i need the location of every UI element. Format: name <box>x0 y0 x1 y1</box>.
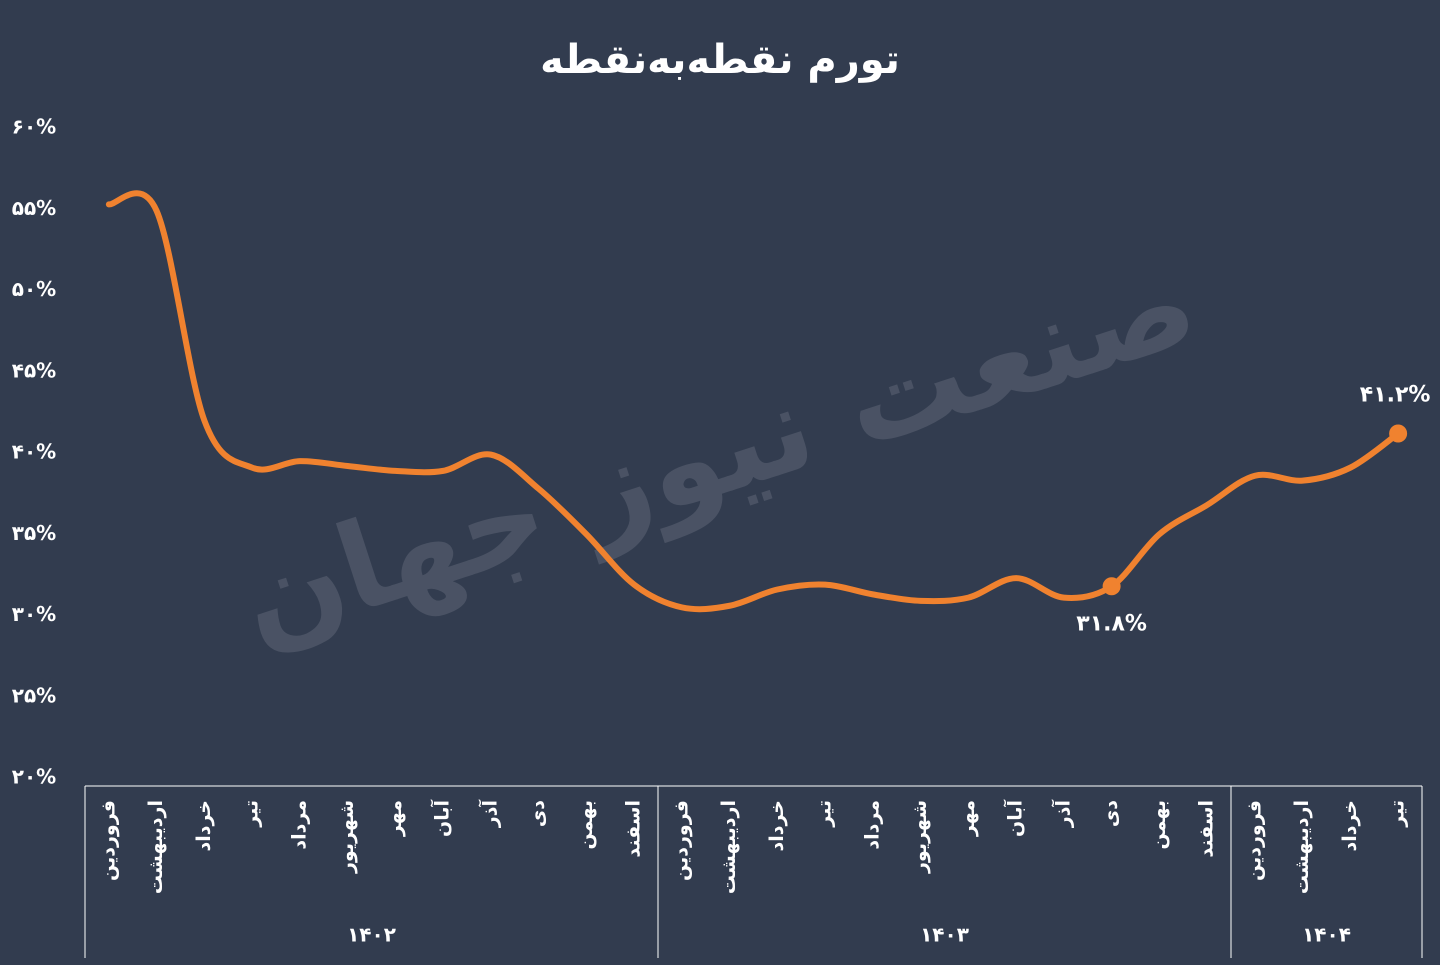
chart-title: تورم نقطه‌به‌نقطه <box>540 37 900 83</box>
line <box>105 190 1402 613</box>
x-tick-label: فروردین <box>1243 800 1265 881</box>
y-tick-label: ۲۵% <box>12 683 56 707</box>
x-tick-label: تیر <box>1387 800 1409 828</box>
y-tick-label: ۶۰% <box>12 115 56 139</box>
y-tick-label: ۴۵% <box>12 358 56 382</box>
x-tick-label: دی <box>527 800 549 827</box>
x-tick-label: خرداد <box>1339 800 1361 852</box>
x-tick-label: اردیبهشت <box>718 800 740 894</box>
x-tick-label: بهمن <box>575 800 597 850</box>
x-tick-label: آذر <box>1050 800 1074 829</box>
y-tick-label: ۳۵% <box>12 521 56 545</box>
point-marker <box>1389 424 1408 443</box>
x-tick-label: مرداد <box>861 800 883 850</box>
x-tick-label: مهر <box>957 800 979 837</box>
x-tick-label: تیر <box>814 800 836 828</box>
group-label: ۱۴۰۴ <box>1302 923 1351 947</box>
data-label: ۴۱.۲% <box>1360 383 1431 408</box>
y-tick-label: ۴۰% <box>12 440 56 464</box>
x-tick-label: تیر <box>241 800 263 828</box>
group-label: ۱۴۰۲ <box>347 923 396 947</box>
point-marker <box>1102 577 1121 596</box>
x-tick-label: اردیبهشت <box>145 800 167 894</box>
x-tick-label: فروردین <box>670 800 692 881</box>
x-tick-label: مهر <box>384 800 406 837</box>
x-tick-label: مرداد <box>288 800 310 850</box>
x-tick-label: بهمن <box>1148 800 1170 850</box>
y-tick-label: ۵۰% <box>12 277 56 301</box>
x-tick-label: خرداد <box>766 800 788 852</box>
x-tick-label: اردیبهشت <box>1291 800 1313 894</box>
data-label: ۳۱.۸% <box>1076 611 1147 636</box>
x-tick-label: آبان <box>430 800 454 837</box>
x-tick-label: شهریور <box>336 800 358 874</box>
x-tick-label: اسفند <box>1196 800 1218 858</box>
x-tick-label: خرداد <box>193 800 215 852</box>
x-tick-label: دی <box>1100 800 1122 827</box>
x-tick-label: اسفند <box>623 800 645 858</box>
group-label: ۱۴۰۳ <box>920 923 969 947</box>
y-tick-label: ۲۰% <box>12 765 56 789</box>
x-tick-label: شهریور <box>909 800 931 874</box>
x-tick-label: آذر <box>477 800 501 829</box>
x-tick-label: آبان <box>1003 800 1027 837</box>
y-tick-label: ۳۰% <box>12 602 56 626</box>
y-tick-label: ۵۵% <box>12 196 56 220</box>
x-tick-label: فروردین <box>97 800 119 881</box>
